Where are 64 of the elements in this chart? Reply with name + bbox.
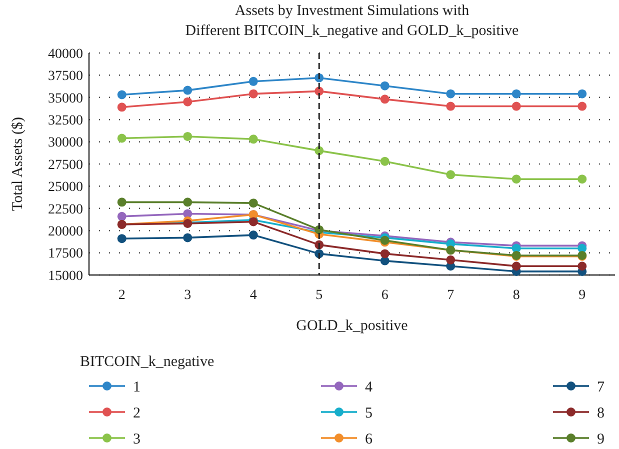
point xyxy=(446,102,456,111)
x-tick-label: 7 xyxy=(447,288,454,303)
legend-label: 8 xyxy=(597,405,604,422)
legend-label: 5 xyxy=(365,405,372,422)
y-tick-label: 27500 xyxy=(48,158,83,173)
point xyxy=(248,198,258,208)
y-tick-label: 30000 xyxy=(48,136,83,151)
x-tick-label: 8 xyxy=(512,288,520,303)
point xyxy=(183,198,192,207)
x-tick-label: 2 xyxy=(118,288,126,303)
point xyxy=(117,102,126,112)
point xyxy=(117,198,126,207)
y-tick-label: 17500 xyxy=(48,246,83,262)
point xyxy=(380,94,390,104)
x-tick-label: 5 xyxy=(316,288,323,303)
point xyxy=(380,249,390,258)
y-tick-label: 25000 xyxy=(48,180,83,196)
point xyxy=(512,262,521,271)
point xyxy=(380,156,390,166)
y-tick-label: 37500 xyxy=(48,69,83,84)
legend-title: BITCOIN_k_negative xyxy=(80,354,214,370)
y-tick-label: 32500 xyxy=(48,114,83,128)
point xyxy=(117,90,126,100)
point xyxy=(248,134,258,144)
legend-label: 2 xyxy=(133,405,140,422)
point xyxy=(248,89,258,98)
y-tick-label: 35000 xyxy=(48,91,83,106)
point xyxy=(578,262,587,271)
point xyxy=(446,170,456,180)
point xyxy=(578,174,587,184)
point xyxy=(183,132,192,141)
x-axis-title: GOLD_k_positive xyxy=(296,318,408,334)
y-tick-label: 40000 xyxy=(48,46,83,62)
legend-label: 7 xyxy=(597,379,605,396)
point xyxy=(183,86,192,95)
y-tick-label: 20000 xyxy=(48,224,83,240)
point xyxy=(117,134,126,143)
y-tick-label: 22500 xyxy=(48,202,83,218)
legend-label: 6 xyxy=(365,431,373,448)
y-axis-title: Total Assets ($) xyxy=(10,117,26,211)
point xyxy=(578,102,587,111)
legend-label: 1 xyxy=(133,379,140,396)
legend-label: 3 xyxy=(133,431,140,448)
chart-title: Assets by Investment Simulations with Different BITCOIN_k_negative and GOLD_k_positive xyxy=(185,3,520,39)
point xyxy=(117,234,126,244)
y-tick-label: 15000 xyxy=(48,268,83,284)
point xyxy=(446,89,456,98)
point xyxy=(512,174,521,184)
x-tick-label: 4 xyxy=(250,288,257,303)
x-tick-label: 3 xyxy=(184,288,192,303)
point xyxy=(117,212,126,221)
point xyxy=(578,89,587,98)
point xyxy=(512,89,521,98)
legend-label: 9 xyxy=(597,431,604,448)
point xyxy=(183,233,192,242)
point xyxy=(183,97,192,106)
x-tick-label: 6 xyxy=(381,288,388,303)
point xyxy=(512,102,521,111)
point xyxy=(248,230,258,240)
point xyxy=(248,76,258,86)
point xyxy=(446,255,456,264)
point xyxy=(380,81,390,90)
legend-label: 4 xyxy=(365,379,373,396)
x-tick-label: 9 xyxy=(578,288,586,303)
